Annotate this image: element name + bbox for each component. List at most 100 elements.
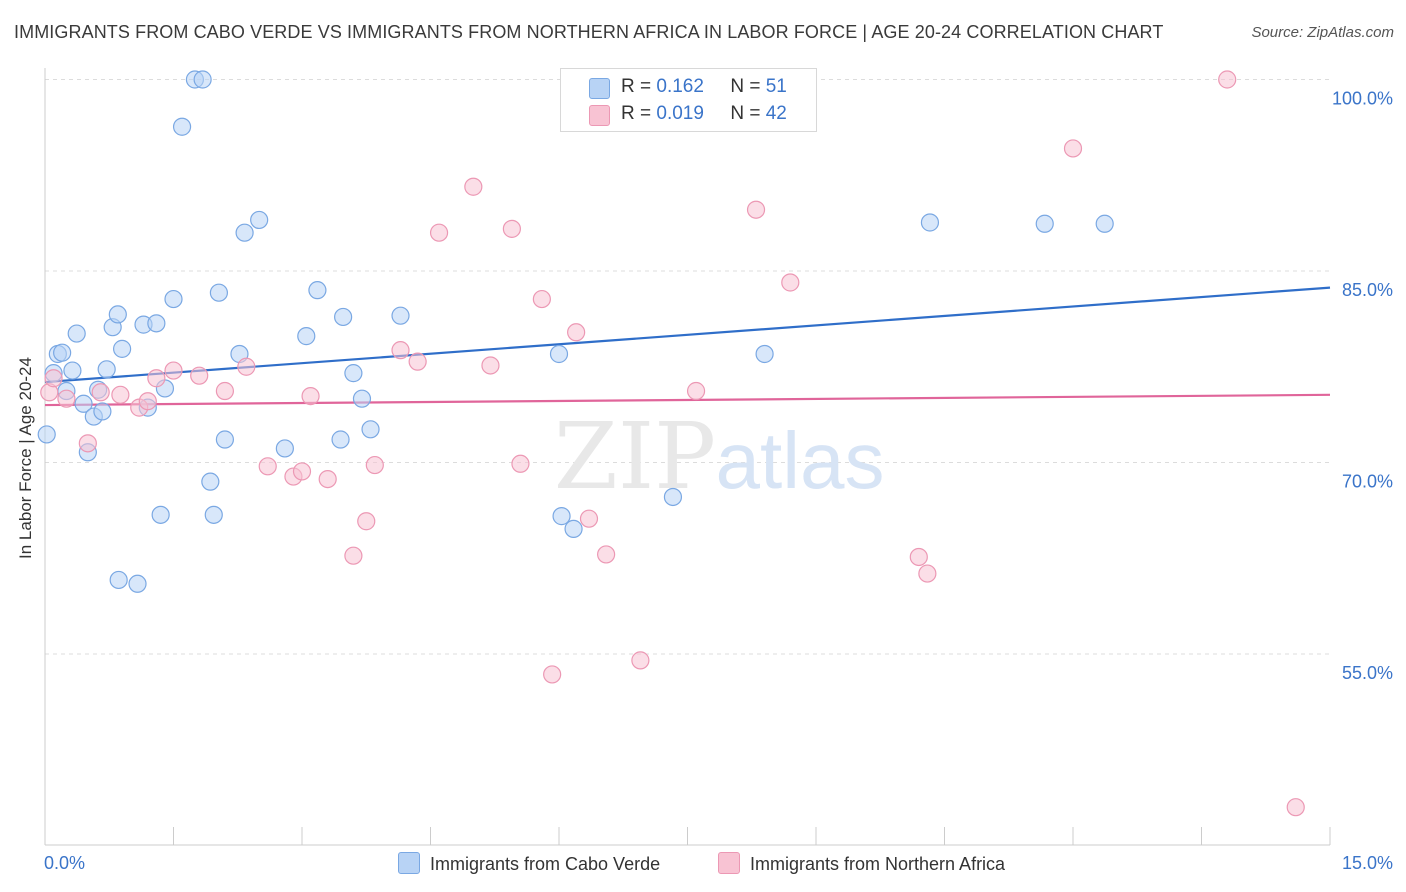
northern-africa-point [597, 545, 616, 564]
cabo-verde-point [112, 339, 132, 358]
y-tick-label: 85.0% [1342, 280, 1393, 300]
cabo-verde-point [93, 402, 112, 421]
northern-africa-point [147, 369, 166, 388]
northern-africa-point [237, 357, 256, 376]
cabo-verde-point [164, 289, 183, 309]
cabo-verde-point [172, 117, 192, 136]
northern-africa-point [1286, 798, 1305, 817]
trend-line-0 [44, 286, 1331, 384]
northern-africa-point [746, 200, 766, 219]
cabo-verde-point [151, 505, 170, 524]
correlation-legend: R = 0.162 N = 51 R = 0.019 N = 42 [560, 68, 817, 132]
legend-swatch-blue [398, 852, 420, 874]
northern-africa-point [567, 323, 586, 342]
northern-africa-point [579, 509, 599, 528]
cabo-verde-point [67, 324, 86, 343]
trend-lines [44, 286, 1331, 407]
northern-africa-point [686, 381, 706, 401]
northern-africa-point [532, 289, 551, 309]
r-label: R = [621, 76, 652, 97]
northern-africa-point [408, 352, 427, 371]
r-label: R = [621, 103, 652, 124]
x-tick-label: 15.0% [1342, 853, 1393, 873]
cabo-verde-point [74, 394, 93, 413]
cabo-verde-point [53, 343, 72, 362]
watermark-atlas: atlas [716, 416, 885, 505]
cabo-verde-point [755, 344, 774, 364]
cabo-verde-point [549, 344, 569, 364]
legend-swatch-pink [589, 105, 610, 126]
northern-africa-point [164, 361, 183, 380]
cabo-verde-point [108, 305, 127, 324]
northern-africa-point [918, 564, 937, 583]
cabo-verde-point [1035, 214, 1054, 233]
northern-africa-point [543, 665, 562, 684]
northern-africa-point [1218, 70, 1237, 89]
cabo-verde-point [334, 307, 353, 327]
cabo-verde-point [297, 327, 316, 346]
cabo-verde-point [215, 430, 234, 449]
northern-africa-point [357, 512, 376, 531]
watermark-zip: ZIP [554, 403, 716, 510]
cabo-verde-point [920, 213, 940, 232]
cabo-verde-point [204, 505, 223, 524]
northern-africa-point [91, 383, 110, 402]
cabo-verde-point [37, 425, 56, 444]
northern-africa-point [781, 273, 800, 292]
tick-labels: 55.0% 70.0% 85.0% 100.0% 0.0% 15.0% [44, 89, 1393, 874]
northern-africa-point [78, 434, 97, 453]
cabo-verde-point [109, 570, 128, 590]
northern-africa-point [190, 366, 209, 385]
northern-africa-point [631, 651, 650, 670]
cabo-verde-point [275, 439, 294, 458]
cabo-verde-point [235, 223, 254, 242]
cabo-verde-point [1095, 214, 1114, 233]
northern-africa-point [391, 341, 410, 360]
n-label: N = [730, 76, 761, 97]
cabo-verde-point [147, 314, 166, 333]
n-value: 51 [765, 76, 787, 97]
legend-label: Immigrants from Cabo Verde [430, 854, 661, 874]
y-tick-label: 70.0% [1342, 472, 1393, 492]
legend-swatch-blue [589, 78, 610, 99]
cabo-verde-point [193, 70, 212, 89]
cabo-verde-point [344, 364, 363, 383]
cabo-verde-point [97, 360, 116, 379]
northern-africa-point [344, 546, 363, 565]
northern-africa-point [1063, 139, 1083, 158]
northern-africa-point [57, 389, 76, 408]
r-value: 0.162 [656, 76, 704, 97]
northern-africa-point [909, 547, 928, 567]
cabo-verde-point [663, 487, 683, 507]
axes [44, 68, 1331, 846]
northern-africa-point [511, 454, 530, 473]
northern-africa-point [318, 469, 337, 489]
northern-africa-point [429, 223, 449, 242]
legend-swatch-pink [718, 852, 740, 874]
cabo-verde-point [352, 389, 372, 408]
trend-line-1 [44, 393, 1331, 407]
cabo-verde-point [308, 281, 327, 300]
watermark: ZIP atlas [554, 403, 885, 510]
northern-africa-point [301, 387, 320, 406]
cabo-verde-point [552, 507, 571, 526]
cabo-verde-point [250, 210, 269, 230]
northern-africa-point [138, 392, 157, 411]
cabo-verde-point [564, 519, 583, 538]
cabo-verde-point [391, 306, 410, 325]
y-tick-label: 55.0% [1342, 663, 1393, 683]
cabo-verde-point [209, 283, 229, 302]
source-label: Source: ZipAtlas.com [1251, 24, 1394, 41]
r-value: 0.019 [656, 103, 704, 124]
n-label: N = [730, 103, 761, 124]
northern-africa-point [464, 177, 483, 196]
northern-africa-point [215, 381, 234, 401]
y-tick-label: 100.0% [1332, 89, 1393, 109]
x-tick-label: 0.0% [44, 853, 85, 873]
cabo-verde-point [128, 574, 147, 593]
cabo-verde-point [331, 430, 350, 449]
legend-label: Immigrants from Northern Africa [750, 854, 1006, 874]
data-points [37, 70, 1305, 817]
northern-africa-point [258, 457, 277, 476]
